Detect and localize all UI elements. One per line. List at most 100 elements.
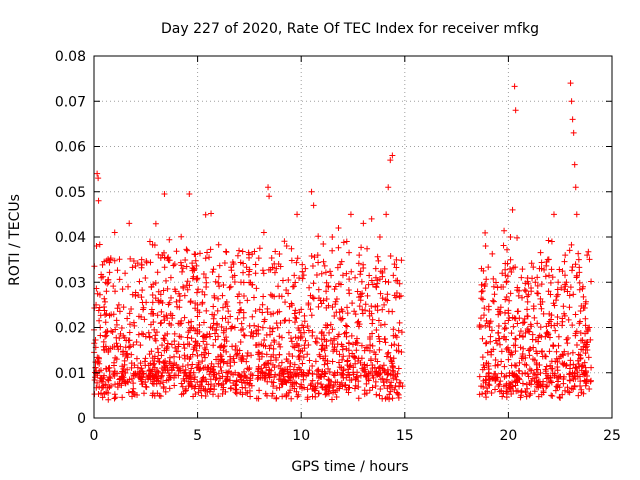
data-point xyxy=(494,362,501,369)
data-point xyxy=(501,227,508,234)
data-point xyxy=(374,253,381,260)
data-point xyxy=(171,261,178,268)
data-point xyxy=(482,340,489,347)
data-point xyxy=(185,329,192,336)
data-point xyxy=(355,383,362,390)
data-point xyxy=(171,353,178,360)
data-point xyxy=(498,370,505,377)
data-point xyxy=(506,315,513,322)
data-point xyxy=(296,327,303,334)
data-point xyxy=(158,308,165,315)
data-point xyxy=(211,369,218,376)
data-point xyxy=(326,385,333,392)
data-point xyxy=(512,335,519,342)
data-point xyxy=(309,329,316,336)
data-point xyxy=(139,287,146,294)
data-point xyxy=(245,366,252,373)
data-point xyxy=(575,360,582,367)
data-point xyxy=(251,322,258,329)
data-point xyxy=(118,325,125,332)
data-point xyxy=(124,315,131,322)
data-point xyxy=(390,272,397,279)
data-point xyxy=(273,265,280,272)
data-point xyxy=(130,380,137,387)
data-point xyxy=(247,393,254,400)
data-point xyxy=(280,370,287,377)
data-point xyxy=(508,391,515,398)
data-point xyxy=(576,363,583,370)
data-point xyxy=(160,335,167,342)
data-point xyxy=(309,362,316,369)
data-point xyxy=(315,286,322,293)
data-point xyxy=(325,390,332,397)
data-point xyxy=(387,388,394,395)
data-point xyxy=(523,393,530,400)
data-point xyxy=(584,338,591,345)
data-point xyxy=(198,378,205,385)
data-point xyxy=(160,287,167,294)
data-point xyxy=(495,329,502,336)
data-point xyxy=(395,348,402,355)
data-point xyxy=(536,361,543,368)
data-point xyxy=(259,301,266,308)
data-point xyxy=(304,351,311,358)
data-point xyxy=(192,257,199,264)
data-point xyxy=(179,265,186,272)
data-point xyxy=(478,288,485,295)
data-point xyxy=(554,313,561,320)
data-point xyxy=(497,341,504,348)
data-point xyxy=(312,393,319,400)
data-point xyxy=(326,329,333,336)
data-point xyxy=(101,307,108,314)
data-point xyxy=(372,303,379,310)
data-point xyxy=(148,306,155,313)
y-tick-label: 0.01 xyxy=(55,366,86,382)
data-point xyxy=(531,314,538,321)
data-point xyxy=(179,363,186,370)
data-point xyxy=(534,320,541,327)
data-point xyxy=(487,338,494,345)
data-point xyxy=(279,393,286,400)
data-point xyxy=(545,237,552,244)
data-point xyxy=(547,374,554,381)
data-point xyxy=(184,286,191,293)
data-point xyxy=(95,354,102,361)
data-point xyxy=(344,323,351,330)
data-point xyxy=(582,315,589,322)
data-point xyxy=(113,321,120,328)
data-point xyxy=(531,388,538,395)
data-point xyxy=(306,357,313,364)
data-point xyxy=(581,305,588,312)
data-point xyxy=(292,372,299,379)
data-point xyxy=(238,327,245,334)
data-point xyxy=(536,332,543,339)
data-point xyxy=(156,358,163,365)
data-point xyxy=(103,332,110,339)
data-point xyxy=(157,393,164,400)
data-point xyxy=(504,273,511,280)
data-point xyxy=(110,283,117,290)
data-point xyxy=(383,353,390,360)
data-point xyxy=(375,333,382,340)
data-point xyxy=(300,272,307,279)
data-point xyxy=(202,354,209,361)
data-point xyxy=(577,355,584,362)
data-point xyxy=(267,342,274,349)
data-point xyxy=(343,238,350,245)
data-point xyxy=(149,392,156,399)
data-point xyxy=(279,277,286,284)
data-point xyxy=(347,211,354,218)
data-point xyxy=(549,274,556,281)
data-point xyxy=(381,321,388,328)
data-point xyxy=(580,293,587,300)
data-point xyxy=(366,272,373,279)
data-point xyxy=(283,243,290,250)
data-point xyxy=(102,298,109,305)
data-point xyxy=(567,284,574,291)
data-point xyxy=(366,308,373,315)
data-point xyxy=(149,310,156,317)
data-point xyxy=(292,307,299,314)
data-point xyxy=(506,265,513,272)
data-point xyxy=(200,319,207,326)
data-point xyxy=(180,369,187,376)
